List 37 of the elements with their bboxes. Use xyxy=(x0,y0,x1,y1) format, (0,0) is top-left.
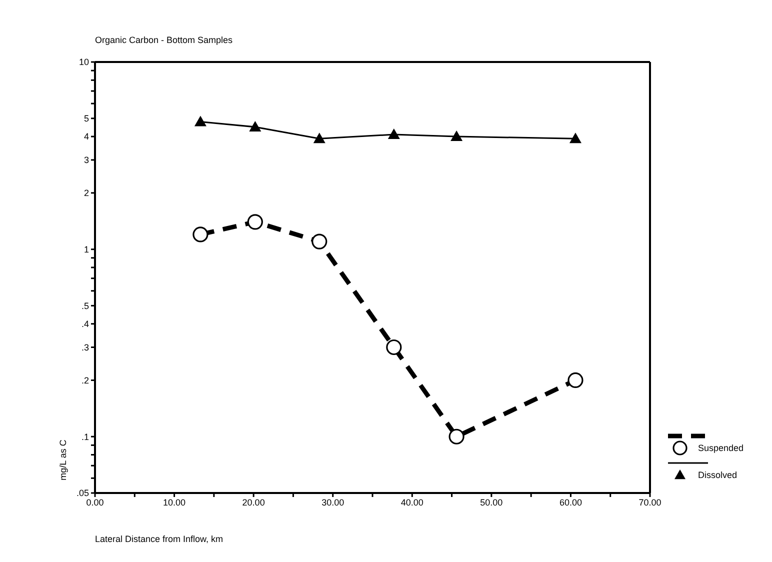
point xyxy=(568,372,584,388)
point xyxy=(247,214,263,230)
y-tick-label: 5 xyxy=(84,114,89,124)
x-tick-label: 50.00 xyxy=(480,497,503,508)
point xyxy=(388,128,400,140)
x-tick-label: 40.00 xyxy=(400,497,424,508)
y-tick-label: .2 xyxy=(81,375,89,386)
point xyxy=(386,339,402,356)
chart-title: Organic Carbon - Bottom Samples xyxy=(95,35,233,45)
y-tick-label: 4 xyxy=(84,132,89,142)
x-tick-label: 10.00 xyxy=(163,497,186,508)
y-tick-label: 3 xyxy=(84,155,89,166)
x-axis-title: Lateral Distance from Inflow, km xyxy=(95,534,224,544)
y-tick-label: 10 xyxy=(78,57,89,68)
point xyxy=(312,234,328,250)
point xyxy=(448,428,464,444)
x-tick-label: 20.00 xyxy=(242,497,265,508)
point xyxy=(313,132,326,144)
x-tick-label: 60.00 xyxy=(559,497,582,508)
y-tick-label: .1 xyxy=(81,432,89,442)
point xyxy=(450,130,463,142)
y-tick-label: .05 xyxy=(76,488,89,498)
point xyxy=(249,120,262,132)
y-tick-label: 1 xyxy=(84,244,89,254)
legend-label: Suspended xyxy=(698,443,744,453)
x-tick-label: 30.00 xyxy=(322,497,344,508)
legend-label: Dissolved xyxy=(698,470,738,480)
point xyxy=(192,226,208,242)
point xyxy=(569,132,582,144)
y-tick-label: .4 xyxy=(81,319,89,330)
point xyxy=(194,116,206,126)
x-tick-label: 0.00 xyxy=(86,497,104,508)
y-tick-label: .5 xyxy=(81,300,89,311)
y-tick-label: .3 xyxy=(81,342,89,352)
y-tick-label: 2 xyxy=(84,188,89,198)
x-tick-label: 70.00 xyxy=(638,497,662,508)
y-axis-title: mg/L as C xyxy=(58,440,68,480)
